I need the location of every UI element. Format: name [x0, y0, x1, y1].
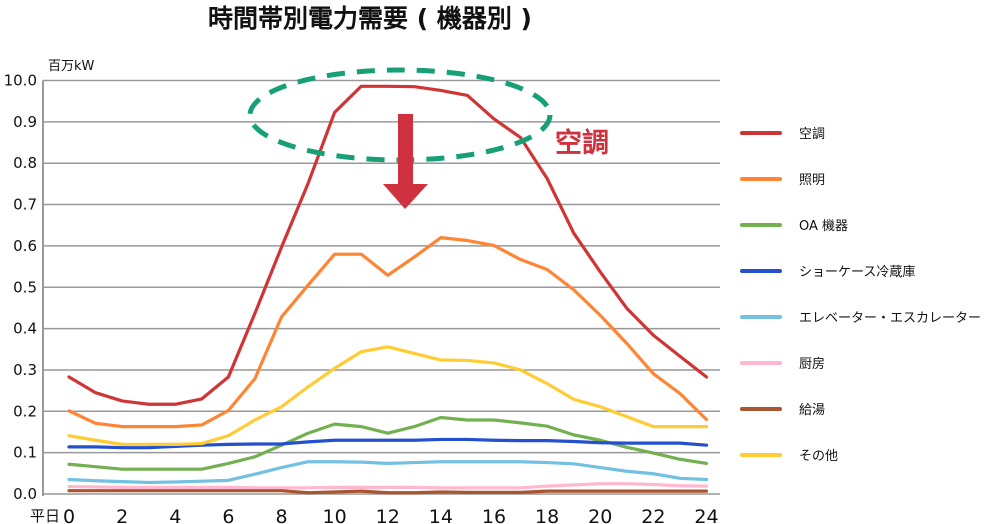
y-tick-label: 0.3	[13, 361, 37, 379]
x-tick-label: 22	[641, 506, 665, 524]
x-tick-label: 8	[275, 506, 287, 524]
y-tick-label: 0.7	[13, 196, 37, 214]
x-tick-label: 10	[323, 506, 347, 524]
x-ticks: 0 2 4 6 8 10 12 14 16 18 20 22 24	[63, 506, 719, 524]
legend-label: その他	[799, 449, 838, 464]
y-tick-label: 0.1	[13, 444, 37, 462]
y-tick-label: 0.4	[13, 320, 37, 338]
annotation-label: 空調	[555, 127, 609, 159]
legend-label: 厨房	[799, 356, 825, 372]
y-tick-label: 10.0	[4, 72, 37, 90]
legend-label: エレベーター・エスカレーター	[799, 311, 981, 326]
x-tick-label: 18	[535, 506, 559, 524]
series-line	[67, 482, 709, 490]
chart-title: 時間帯別電力需要 ( 機器別 )	[208, 4, 532, 33]
series-line	[67, 489, 709, 495]
y-tick-label: 0.0	[13, 485, 37, 503]
y-tick-label: 0.6	[13, 237, 37, 255]
legend-label: 照明	[799, 173, 825, 188]
y-tick-label: 0.2	[13, 402, 37, 420]
series-line	[67, 236, 709, 429]
y-tick-label: 0.9	[13, 113, 37, 131]
x-tick-label: 6	[222, 506, 234, 524]
y-ticks: 0.0 0.1 0.2 0.3 0.4 0.5 0.6 0.7 0.8 0.9 10.0	[4, 72, 37, 504]
y-axis-unit: 百万kW	[48, 59, 95, 74]
legend-label: 給湯	[799, 403, 825, 418]
arrow-head	[383, 184, 428, 209]
down-arrow-icon	[383, 114, 428, 209]
x-tick-label: 16	[482, 506, 506, 524]
y-tick-label: 0.5	[13, 278, 37, 296]
x-tick-label: 4	[169, 506, 181, 524]
legend-label: 空調	[799, 127, 825, 142]
y-tick-label: 0.8	[13, 154, 37, 172]
x-tick-label: 20	[588, 506, 612, 524]
gridlines	[42, 79, 720, 496]
series-line	[67, 415, 709, 471]
arrow-shaft	[398, 114, 413, 184]
series-line	[67, 437, 709, 450]
legend-label: OA 機器	[799, 219, 848, 234]
series-line	[67, 84, 709, 406]
series-lines	[67, 84, 709, 495]
x-tick-label: 14	[429, 506, 453, 524]
x-tick-label: 2	[116, 506, 128, 524]
legend-label: ショーケース冷蔵庫	[799, 265, 915, 280]
series-line	[67, 460, 709, 485]
series-line	[67, 345, 709, 446]
x-tick-label: 12	[376, 506, 400, 524]
x-tick-label: 24	[694, 506, 718, 524]
x-tick-label: 0	[63, 506, 75, 524]
x-axis-prefix: 平日	[30, 507, 60, 524]
